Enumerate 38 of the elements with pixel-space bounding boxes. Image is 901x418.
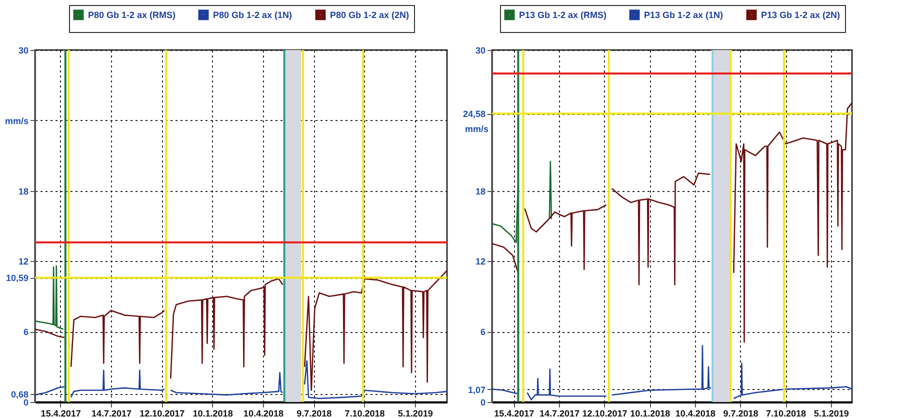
y-tick-label: 12 (475, 256, 486, 267)
y-tick-label: 6 (23, 327, 28, 338)
legend-label: P13 Gb 1-2 ax (2N) (761, 10, 840, 20)
y-tick-label: 1,07 (468, 384, 486, 395)
x-tick-label: 15.4.2017 (494, 408, 534, 418)
y-tick-label: 6 (480, 327, 486, 338)
y-tick-label: 12 (18, 256, 28, 267)
y-tick-label: mm/s (4, 116, 28, 126)
y-tick-label: 30 (18, 46, 28, 56)
x-tick-label: 10.1.2018 (192, 408, 233, 418)
y-tick-label: 0 (480, 398, 486, 408)
x-tick-label: 5.1.2019 (814, 408, 849, 418)
legend-label: P80 Gb 1-2 ax (1N) (213, 10, 292, 20)
legend-label: P13 Gb 1-2 ax (1N) (644, 10, 724, 20)
x-tick-label: 14.7.2017 (91, 408, 132, 418)
y-tick-label: 0 (23, 398, 28, 408)
x-tick-label: 7.10.2018 (344, 408, 385, 418)
x-tick-label: 9.7.2018 (296, 408, 332, 418)
y-tick-label: 0,68 (10, 390, 28, 400)
y-tick-label: 24,58 (462, 109, 486, 120)
x-tick-label: 10.4.2018 (675, 408, 716, 418)
x-tick-label: 15.4.2017 (40, 408, 81, 418)
x-tick-label: 10.4.2018 (243, 408, 284, 418)
legend-label: P80 Gb 1-2 ax (2N) (330, 10, 410, 20)
legend-label: P13 Gb 1-2 ax (RMS) (519, 10, 607, 20)
y-tick-label: 18 (475, 186, 486, 196)
y-tick-label: 18 (18, 186, 28, 196)
x-tick-label: 14.7.2017 (539, 408, 580, 418)
y-tick-label: 10,59 (6, 273, 28, 284)
x-tick-label: 9.7.2018 (723, 408, 758, 418)
line-series (35, 265, 64, 330)
x-tick-label: 10.1.2018 (630, 408, 670, 418)
x-tick-label: 7.10.2018 (766, 408, 806, 418)
y-tick-label: 30 (475, 46, 486, 56)
x-tick-label: 12.10.2017 (582, 408, 628, 418)
x-tick-label: 12.10.2017 (140, 408, 185, 418)
legend-label: P80 Gb 1-2 ax (RMS) (88, 10, 176, 20)
x-tick-label: 5.1.2019 (398, 408, 433, 418)
